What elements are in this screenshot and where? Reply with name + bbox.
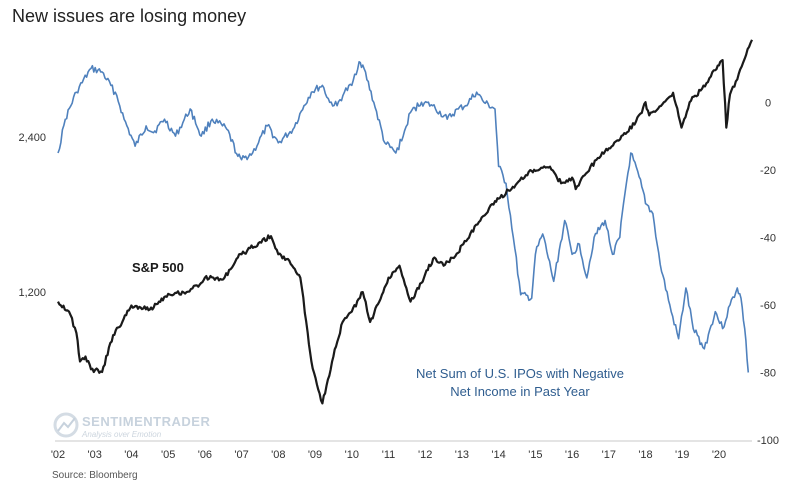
x-tick-label: '11 <box>382 449 396 461</box>
series-label-ipo-line1: Net Sum of U.S. IPOs with Negative <box>416 366 624 381</box>
x-tick-label: '19 <box>675 449 689 461</box>
x-tick-label: '06 <box>198 449 212 461</box>
x-tick-label: '08 <box>271 449 285 461</box>
chart-title: New issues are losing money <box>12 6 247 26</box>
x-tick-label: '16 <box>565 449 579 461</box>
watermark-logo-icon <box>53 412 79 438</box>
watermark-subtext: Analysis over Emotion <box>81 430 162 439</box>
x-tick-label: '13 <box>455 449 469 461</box>
x-tick-label: '10 <box>345 449 359 461</box>
series-label-sp500: S&P 500 <box>132 260 184 275</box>
watermark-logo-arrow <box>57 417 76 432</box>
watermark-text: SENTIMENTRADER <box>82 414 210 429</box>
x-tick-label: '09 <box>308 449 322 461</box>
left-axis-ticks: 1,200 2,400 <box>18 132 46 299</box>
right-tick-label: -40 <box>760 232 776 244</box>
series-line-ipo-negative-income <box>57 61 750 373</box>
x-tick-label: '15 <box>528 449 542 461</box>
x-tick-label: '03 <box>88 449 102 461</box>
series-line-sp500 <box>57 39 754 405</box>
left-tick-label: 2,400 <box>18 132 46 144</box>
x-tick-label: '20 <box>712 449 726 461</box>
right-tick-label: 0 <box>765 97 771 109</box>
source-note: Source: Bloomberg <box>52 470 138 481</box>
x-tick-label: '07 <box>234 449 248 461</box>
x-tick-label: '04 <box>124 449 138 461</box>
right-tick-label: -60 <box>760 300 776 312</box>
right-tick-label: -100 <box>757 435 779 447</box>
x-tick-label: '12 <box>418 449 432 461</box>
right-axis-ticks: 0 -20 -40 -60 -80 -100 <box>757 97 779 447</box>
x-tick-label: '17 <box>602 449 616 461</box>
right-tick-label: -20 <box>760 165 776 177</box>
right-tick-label: -80 <box>760 368 776 380</box>
x-tick-label: '05 <box>161 449 175 461</box>
x-tick-label: '02 <box>51 449 65 461</box>
series-label-ipo-line2: Net Income in Past Year <box>450 384 590 399</box>
x-tick-label: '18 <box>638 449 652 461</box>
x-axis-ticks: '02 '03 '04 '05 '06 '07 '08 '09 '10 '11 '12 '13 '14 '… <box>51 449 726 461</box>
watermark: SENTIMENTRADER Analysis over Emotion <box>53 412 210 439</box>
left-tick-label: 1,200 <box>18 287 46 299</box>
x-tick-label: '14 <box>491 449 505 461</box>
